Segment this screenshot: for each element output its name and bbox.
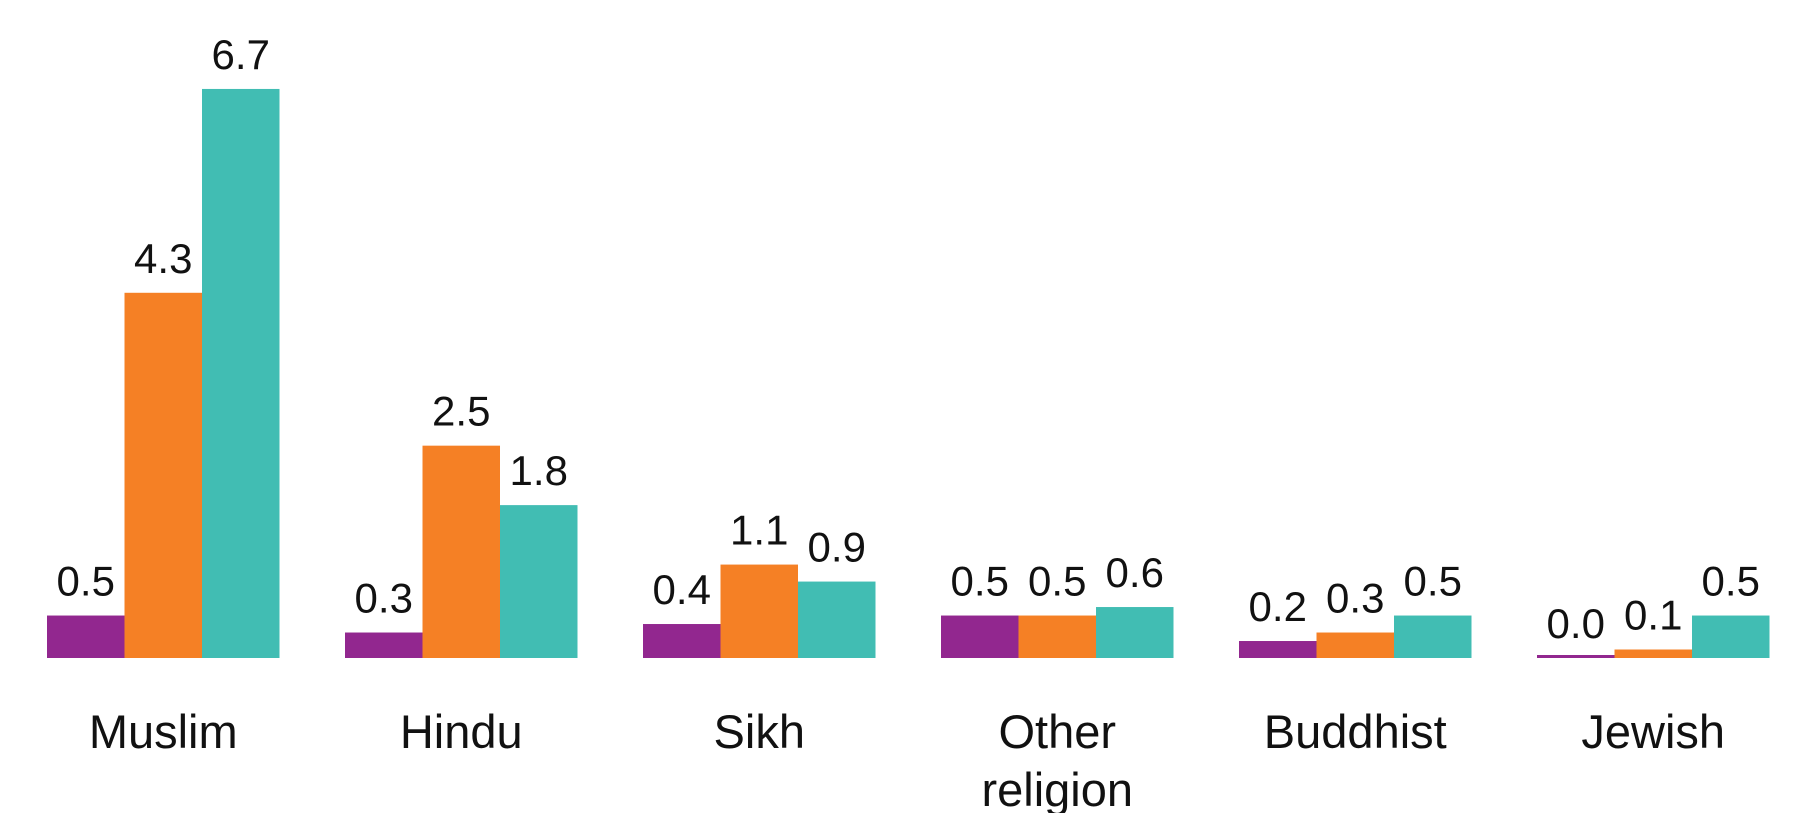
bar [1614, 649, 1692, 658]
value-label: 1.1 [730, 507, 788, 554]
bar [500, 505, 578, 658]
x-tick-label: Buddhist [1264, 705, 1447, 758]
value-label: 0.1 [1624, 592, 1682, 639]
bar [1537, 655, 1615, 658]
value-label: 0.3 [355, 575, 413, 622]
value-label: 4.3 [134, 235, 192, 282]
x-tick-label: Muslim [89, 705, 238, 758]
value-label: 0.4 [653, 566, 711, 613]
value-label: 0.5 [951, 558, 1009, 605]
value-label: 1.8 [510, 447, 568, 494]
value-label: 2.5 [432, 388, 490, 435]
value-label: 0.5 [1028, 558, 1086, 605]
value-label: 0.5 [1702, 558, 1760, 605]
value-label: 0.5 [1404, 558, 1462, 605]
bar [1692, 615, 1770, 658]
value-label: 0.3 [1326, 575, 1384, 622]
bar [422, 445, 500, 658]
value-label: 0.0 [1547, 600, 1605, 647]
bar [1018, 615, 1096, 658]
value-label: 0.2 [1249, 583, 1307, 630]
bar [1096, 607, 1174, 658]
bar [124, 292, 202, 658]
bar [798, 581, 876, 658]
x-tick-label: Sikh [714, 705, 805, 758]
bar [1239, 641, 1317, 658]
bar [345, 632, 423, 658]
bar [720, 564, 798, 658]
value-label: 0.6 [1106, 549, 1164, 596]
bar [1394, 615, 1472, 658]
bar [202, 88, 280, 659]
value-label: 0.5 [57, 558, 115, 605]
value-label: 0.9 [808, 524, 866, 571]
value-label: 6.7 [212, 31, 270, 78]
bar [941, 615, 1019, 658]
x-tick-label: Jewish [1581, 705, 1725, 758]
bar [47, 615, 125, 658]
x-tick-label: Hindu [400, 705, 523, 758]
bar [1316, 632, 1394, 658]
bar [643, 624, 721, 658]
x-tick-label: Other religion [981, 705, 1133, 813]
